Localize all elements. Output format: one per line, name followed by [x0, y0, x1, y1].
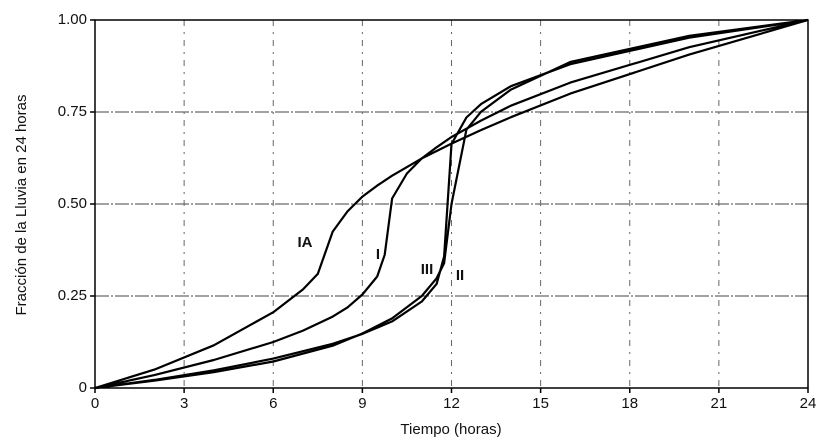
x-tick-label: 12 — [443, 395, 460, 412]
y-tick-label: 0.75 — [58, 103, 87, 120]
y-tick-label: 0 — [79, 379, 87, 396]
x-axis-label: Tiempo (horas) — [400, 421, 501, 438]
series-label: II — [456, 267, 464, 284]
y-tick-label: 1.00 — [58, 11, 87, 28]
series-label: III — [421, 261, 434, 278]
plot-frame — [94, 19, 809, 389]
series-label: I — [376, 246, 380, 263]
series-label: IA — [298, 234, 313, 251]
x-tick-label: 24 — [800, 395, 817, 412]
x-tick-label: 18 — [621, 395, 638, 412]
y-axis-label: Fracción de la Lluvia en 24 horas — [13, 95, 30, 316]
series-line — [94, 18, 809, 390]
x-tick-label: 0 — [91, 395, 99, 412]
series-line — [94, 18, 809, 390]
series-line — [94, 18, 809, 390]
series-line — [94, 18, 809, 390]
x-tick-label: 9 — [358, 395, 366, 412]
x-tick-label: 3 — [180, 395, 188, 412]
x-tick-label: 21 — [711, 395, 728, 412]
x-tick-label: 15 — [532, 395, 549, 412]
y-tick-label: 0.50 — [58, 195, 87, 212]
x-tick-label: 6 — [269, 395, 277, 412]
y-tick-label: 0.25 — [58, 287, 87, 304]
